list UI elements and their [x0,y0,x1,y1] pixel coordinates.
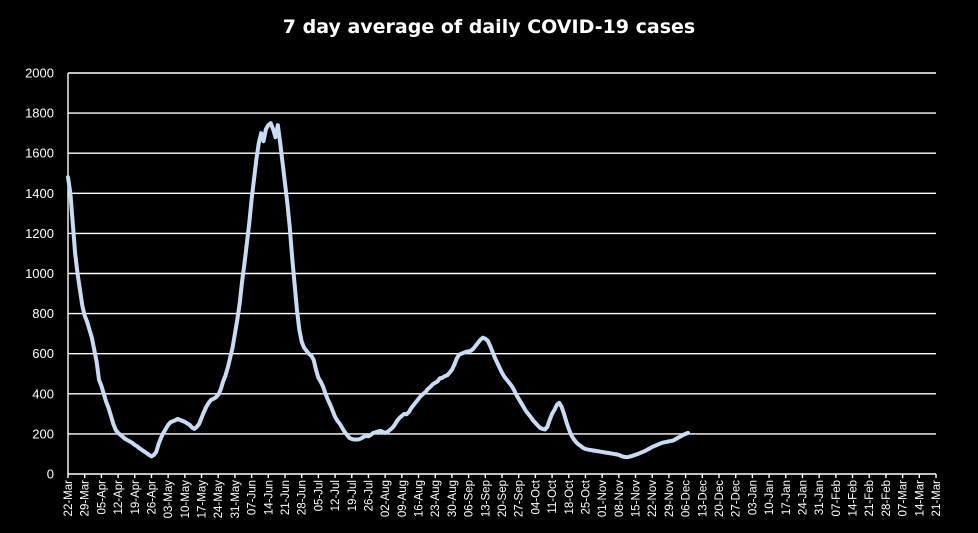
x-tick-label: 11-Oct [547,479,559,513]
gridlines [68,72,936,435]
x-tick-label: 31-May [230,480,242,519]
chart-title: 7 day average of daily COVID-19 cases [283,16,695,38]
y-tick-label: 1000 [25,266,54,281]
x-tick-label: 23-Aug [430,480,442,517]
x-tick-label: 19-Jul [347,480,359,511]
x-tick-label: 08-Nov [614,480,626,517]
x-tick-label: 24-May [213,480,225,519]
x-tick-label: 24-Jan [797,480,809,515]
y-tick-label: 2000 [25,66,54,81]
x-tick-label: 03-Jan [747,480,759,515]
x-tick-label: 28-Feb [881,480,893,516]
x-tick-label: 06-Dec [681,480,693,517]
x-tick-label: 12-Apr [113,480,125,515]
x-tick-label: 10-Jan [764,480,776,515]
x-tick-label: 02-Aug [380,480,392,517]
x-tick-label: 12-Jul [330,480,342,511]
x-tick-label: 04-Oct [530,479,542,514]
x-tick-label: 20-Dec [714,480,726,517]
y-tick-label: 400 [32,386,54,401]
y-tick-label: 600 [32,346,54,361]
x-axis-tick-labels: 22-Mar 29-Mar 05-Apr 12-Apr 19-Apr 26-Apr 03-M… [63,474,943,518]
x-tick-label: 26-Apr [146,480,158,515]
series-line-0 [66,121,690,460]
x-tick-label: 17-May [197,480,209,519]
x-tick-label: 21-Feb [864,480,876,516]
x-tick-label: 15-Nov [631,480,643,517]
x-tick-label: 21-Jun [280,480,292,515]
x-tick-label: 26-Jul [363,480,375,511]
y-tick-label: 1800 [25,106,54,121]
x-tick-label: 14-Mar [914,480,926,517]
y-tick-label: 1400 [25,186,54,201]
x-tick-label: 27-Dec [731,480,743,517]
x-tick-label: 29-Mar [80,480,92,517]
x-tick-label: 07-Feb [831,480,843,516]
x-tick-label: 29-Nov [664,480,676,517]
x-tick-label: 22-Nov [647,480,659,517]
y-tick-label: 0 [47,467,54,482]
y-tick-label: 1600 [25,146,54,161]
x-tick-label: 28-Jun [297,480,309,515]
x-tick-label: 01-Nov [597,480,609,517]
x-tick-label: 05-Jul [313,480,325,511]
x-tick-label: 14-Jun [263,480,275,515]
x-tick-label: 13-Sep [480,480,492,517]
x-tick-label: 05-Apr [96,480,108,515]
x-tick-label: 10-May [180,480,192,519]
x-tick-label: 21-Mar [931,480,943,517]
y-tick-label: 200 [32,426,54,441]
x-tick-label: 22-Mar [63,480,75,517]
series-layer [66,121,690,460]
x-tick-label: 20-Sep [497,480,509,517]
x-tick-label: 27-Sep [514,480,526,517]
x-tick-label: 31-Jan [814,480,826,515]
x-tick-label: 25-Oct [580,479,592,514]
x-tick-label: 07-Jun [247,480,259,515]
x-tick-label: 03-May [163,480,175,519]
x-tick-label: 18-Oct [564,479,576,514]
x-tick-label: 30-Aug [447,480,459,517]
y-tick-label: 1200 [25,226,54,241]
x-tick-label: 06-Sep [464,480,476,517]
x-tick-label: 16-Aug [414,480,426,517]
x-tick-label: 07-Mar [898,480,910,517]
y-axis-tick-labels: 0 200 400 600 800 1000 1200 1400 1600 1800 2000 [25,66,54,482]
x-tick-label: 09-Aug [397,480,409,517]
x-tick-label: 17-Jan [781,480,793,515]
x-tick-label: 13-Dec [697,480,709,517]
x-tick-label: 19-Apr [130,480,142,515]
x-tick-label: 14-Feb [848,480,860,516]
y-tick-label: 800 [32,306,54,321]
